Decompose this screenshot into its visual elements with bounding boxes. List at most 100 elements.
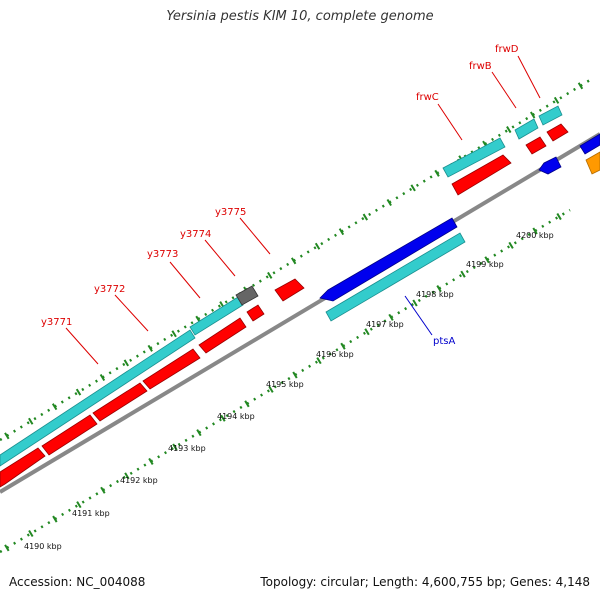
ruler-tick — [484, 256, 490, 264]
ruler-tick — [316, 357, 322, 365]
cds-y3774-arrow[interactable] — [198, 317, 247, 354]
ruler-tick — [147, 344, 153, 352]
tick-label-4191: 4191 kbp — [72, 509, 110, 518]
reverse-cds-track — [319, 133, 600, 302]
ruler-tick — [220, 414, 226, 422]
tick-label-4195: 4195 kbp — [266, 380, 304, 389]
tick-label-4199: 4199 kbp — [466, 260, 504, 269]
grey-feature-block[interactable] — [235, 285, 259, 306]
topology-text: Topology: circular; Length: 4,600,755 bp… — [260, 575, 590, 589]
ruler-tick — [340, 342, 346, 350]
ruler-tick — [172, 443, 178, 451]
cds-y3772b-arrow[interactable] — [92, 382, 148, 422]
ruler-tick — [52, 515, 58, 523]
gene-label-frwC[interactable]: frwC — [416, 92, 439, 103]
ruler-tick — [292, 371, 298, 379]
accession-text: Accession: NC_004088 — [9, 575, 146, 589]
ruler-tick — [410, 184, 416, 192]
ruler-tick — [4, 432, 10, 440]
ruler-tick — [362, 213, 369, 221]
ruler-tick — [124, 472, 130, 480]
leader-frwD — [517, 55, 541, 99]
tick-label-4198: 4198 kbp — [416, 290, 454, 299]
ruler-tick — [529, 111, 536, 119]
tick-label-4196: 4196 kbp — [316, 350, 354, 359]
gene-label-frwD[interactable]: frwD — [495, 44, 519, 55]
ruler-tick — [267, 271, 273, 279]
ruler-tick — [388, 313, 394, 321]
gene-label-y3774[interactable]: y3774 — [180, 229, 211, 240]
tick-label-4197: 4197 kbp — [366, 320, 404, 329]
gene-frwD-bar[interactable] — [538, 105, 563, 126]
ruler-tick — [51, 403, 58, 411]
leader-y3772 — [114, 294, 149, 332]
cds-y3771-arrow[interactable] — [0, 447, 46, 488]
ruler-tick — [556, 213, 562, 221]
gene-label-leaders — [65, 55, 541, 365]
ruler-tick — [577, 82, 584, 90]
leader-y3775 — [239, 217, 271, 255]
tick-label-4194: 4194 kbp — [217, 412, 255, 421]
ruler-tick — [434, 169, 440, 177]
genome-backbone — [0, 132, 600, 494]
cds-y3772a-arrow[interactable] — [41, 414, 98, 456]
gene-label-y3771[interactable]: y3771 — [41, 317, 72, 328]
ruler-tick — [532, 227, 538, 235]
tick-labels: 4190 kbp 4191 kbp 4192 kbp 4193 kbp 4194… — [24, 231, 554, 551]
leader-frwC — [437, 103, 463, 141]
ruler-tick — [148, 457, 154, 465]
outer-dotted-ruler — [0, 78, 591, 442]
ruler-tick — [100, 486, 106, 494]
ruler-tick — [412, 299, 418, 307]
ruler-tick — [338, 228, 345, 236]
ruler-tick — [171, 330, 177, 338]
ruler-tick — [508, 241, 514, 249]
ruler-tick — [28, 529, 34, 537]
gene-frwB-bar[interactable] — [514, 118, 539, 140]
gene-label-ptsA[interactable]: ptsA — [433, 336, 455, 347]
ruler-tick — [364, 328, 370, 336]
cds-frwD-arrow[interactable] — [546, 123, 569, 142]
cds-reverse-small-arrow[interactable] — [538, 156, 562, 175]
ruler-tick — [75, 388, 82, 396]
ruler-tick — [290, 257, 297, 265]
gene-label-y3773[interactable]: y3773 — [147, 249, 178, 260]
cds-y3776-arrow[interactable] — [274, 278, 305, 302]
ruler-tick — [386, 198, 392, 206]
orange-feature-block[interactable] — [585, 151, 600, 175]
leader-y3774 — [204, 239, 236, 277]
cds-reverse-right-arrow[interactable] — [579, 133, 600, 155]
gene-label-frwB[interactable]: frwB — [469, 61, 492, 72]
tick-label-4200: 4200 kbp — [516, 231, 554, 240]
ruler-tick — [506, 126, 512, 134]
cds-frwC-arrow[interactable] — [451, 154, 512, 196]
leader-y3773 — [169, 261, 201, 299]
ruler-tick — [244, 400, 250, 408]
gene-y3771-bar[interactable] — [0, 329, 196, 467]
leader-ptsA — [404, 295, 433, 336]
gene-frwC-bar[interactable] — [442, 137, 506, 178]
ruler-tick — [123, 359, 130, 367]
gene-ptsA-bar[interactable] — [325, 232, 466, 322]
ruler-tick — [460, 270, 466, 278]
forward-gene-track — [0, 105, 563, 467]
ruler-tick — [436, 285, 442, 293]
ruler-tick — [4, 544, 10, 552]
ruler-tick — [196, 429, 202, 437]
forward-cds-track — [0, 123, 569, 488]
gene-label-y3775[interactable]: y3775 — [215, 207, 246, 218]
gene-labels: y3771 y3772 y3773 y3774 y3775 frwC frwB … — [41, 44, 519, 347]
tick-label-4193: 4193 kbp — [168, 444, 206, 453]
gene-y3774-bar[interactable] — [189, 296, 244, 336]
ruler-tick — [553, 96, 560, 104]
tick-label-4190: 4190 kbp — [24, 542, 62, 551]
ruler-tick — [268, 385, 274, 393]
cds-y3773-arrow[interactable] — [142, 348, 201, 390]
gene-label-y3772[interactable]: y3772 — [94, 284, 125, 295]
map-title: Yersinia pestis KIM 10, complete genome — [166, 9, 434, 24]
cds-y3775-arrow[interactable] — [246, 304, 265, 322]
inner-major-ticks — [4, 213, 562, 552]
cds-ptsA-arrow[interactable] — [319, 217, 458, 302]
cds-frwB-arrow[interactable] — [525, 136, 547, 155]
leader-y3771 — [65, 327, 99, 365]
